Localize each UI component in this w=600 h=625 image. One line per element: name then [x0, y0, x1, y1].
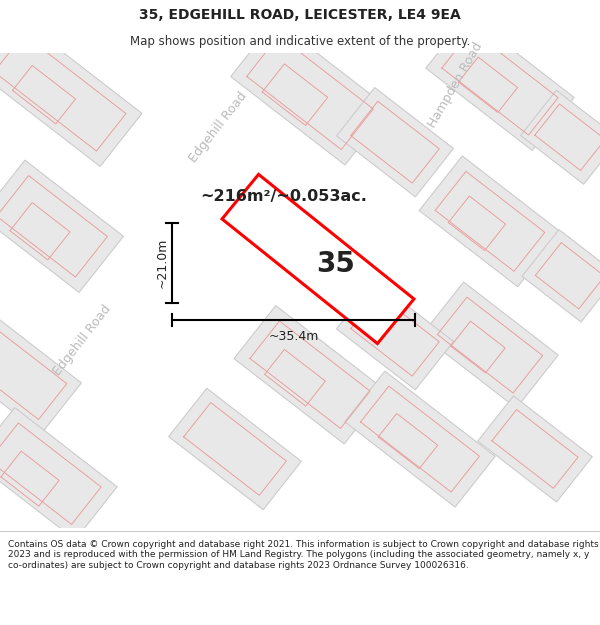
Text: Edgehill Road: Edgehill Road: [187, 89, 250, 165]
Polygon shape: [169, 388, 301, 509]
Polygon shape: [0, 0, 532, 356]
Text: ~21.0m: ~21.0m: [155, 238, 169, 288]
Polygon shape: [0, 19, 142, 166]
Polygon shape: [478, 396, 592, 502]
Text: Map shows position and indicative extent of the property.: Map shows position and indicative extent…: [130, 35, 470, 48]
Polygon shape: [85, 15, 595, 428]
Polygon shape: [0, 77, 412, 544]
Text: Edgehill Road: Edgehill Road: [50, 302, 113, 378]
Polygon shape: [0, 160, 124, 292]
Text: Hampden Road: Hampden Road: [425, 40, 485, 130]
Polygon shape: [426, 15, 574, 151]
Polygon shape: [345, 371, 495, 507]
Polygon shape: [234, 306, 386, 444]
Text: 35: 35: [317, 250, 355, 278]
Polygon shape: [0, 408, 117, 540]
Polygon shape: [222, 174, 414, 344]
Text: Contains OS data © Crown copyright and database right 2021. This information is : Contains OS data © Crown copyright and d…: [8, 540, 598, 569]
Polygon shape: [522, 229, 600, 322]
Polygon shape: [337, 281, 454, 390]
Polygon shape: [419, 156, 561, 287]
Polygon shape: [0, 316, 82, 434]
Text: 35, EDGEHILL ROAD, LEICESTER, LE4 9EA: 35, EDGEHILL ROAD, LEICESTER, LE4 9EA: [139, 8, 461, 22]
Polygon shape: [200, 0, 600, 244]
Text: ~216m²/~0.053ac.: ~216m²/~0.053ac.: [200, 189, 367, 204]
Polygon shape: [337, 88, 454, 197]
Polygon shape: [422, 282, 558, 408]
Text: ~35.4m: ~35.4m: [268, 329, 319, 342]
Polygon shape: [231, 21, 389, 165]
Polygon shape: [521, 90, 600, 184]
